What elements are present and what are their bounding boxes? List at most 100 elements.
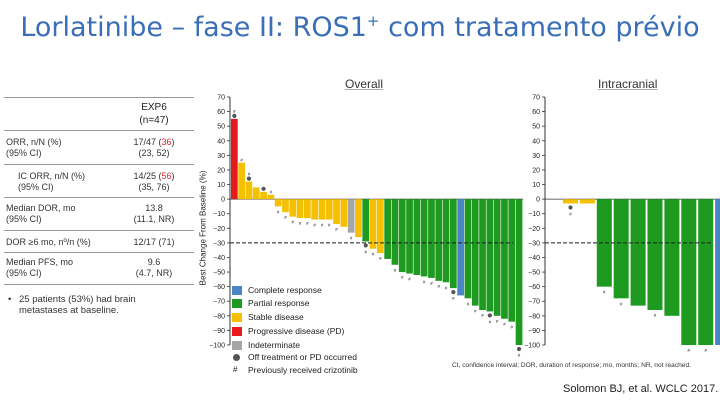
legend-label: Off treatment or PD occurred — [248, 352, 357, 362]
bar — [267, 194, 275, 200]
y-tick-label: 30 — [532, 153, 540, 160]
off-treatment-dot — [261, 186, 266, 191]
bar — [479, 199, 486, 310]
table-divider — [4, 252, 194, 253]
crizotinib-marker: # — [270, 190, 273, 195]
crizotinib-marker: # — [503, 322, 506, 327]
y-tick-label: 40 — [217, 138, 225, 145]
crizotinib-marker: # — [496, 319, 499, 324]
y-tick-label: −60 — [528, 284, 540, 291]
legend-label: Complete response — [248, 285, 322, 295]
legend-label: Previously received crizotinib — [248, 365, 358, 375]
bar — [486, 199, 494, 312]
bar — [384, 199, 391, 259]
legend-label: Stable disease — [248, 312, 304, 322]
crizotinib-marker: # — [510, 325, 513, 330]
y-tick-label: −100 — [524, 343, 540, 350]
y-tick-label: −30 — [213, 240, 225, 247]
bar — [420, 199, 428, 277]
y-tick-label: 70 — [217, 95, 225, 102]
chart-title-intracranial: Intracranial — [598, 77, 658, 91]
crizotinib-marker: # — [474, 309, 477, 314]
y-tick-label: −50 — [213, 270, 225, 277]
crizotinib-marker: # — [240, 158, 243, 163]
legend-label: Progressive disease (PD) — [248, 326, 345, 336]
y-tick-label: 60 — [217, 109, 225, 116]
y-tick-label: −80 — [213, 313, 225, 320]
crizotinib-marker: # — [518, 353, 521, 358]
crizotinib-marker: # — [452, 296, 455, 301]
bar — [698, 199, 714, 345]
table-divider — [4, 97, 194, 98]
crizotinib-marker: # — [379, 256, 382, 261]
bar — [391, 199, 399, 265]
bar — [406, 199, 413, 274]
y-tick-label: −70 — [213, 299, 225, 306]
bar — [630, 199, 646, 306]
bar — [296, 199, 304, 219]
bar — [311, 199, 318, 220]
y-tick-label: 0 — [536, 197, 540, 204]
bar — [318, 199, 326, 220]
bar — [289, 199, 297, 217]
y-tick-label: −10 — [213, 211, 225, 218]
bar — [464, 199, 472, 299]
y-tick-label: −30 — [528, 240, 540, 247]
crizotinib-marker: # — [467, 301, 470, 306]
crizotinib-marker: # — [481, 313, 484, 318]
crizotinib-marker: # — [335, 227, 338, 232]
bar — [398, 199, 406, 273]
chart-title-overall: Overall — [345, 77, 384, 91]
y-tick-label: 40 — [532, 138, 540, 145]
off-treatment-dot — [246, 176, 252, 181]
crizotinib-marker: # — [364, 249, 367, 254]
y-tick-label: 10 — [532, 182, 540, 189]
bar — [515, 199, 523, 345]
y-tick-label: −40 — [528, 255, 540, 262]
citation: Solomon BJ, et al. WCLC 2017. — [563, 383, 719, 395]
crizotinib-marker: # — [313, 223, 316, 228]
off-treatment-dot — [451, 290, 456, 295]
y-tick-label: 50 — [217, 124, 225, 131]
bar — [369, 199, 377, 249]
crizotinib-marker: # — [437, 284, 440, 289]
y-tick-label: −80 — [528, 313, 540, 320]
bar — [664, 199, 680, 316]
crizotinib-marker: # — [350, 236, 353, 241]
y-tick-label: 20 — [217, 167, 225, 174]
crizotinib-marker: # — [277, 209, 280, 214]
crizotinib-marker: # — [299, 221, 302, 226]
dot-icon — [233, 354, 240, 361]
bar — [231, 118, 238, 200]
table-divider — [4, 130, 194, 131]
crizotinib-marker: # — [284, 215, 287, 220]
crizotinib-marker: # — [401, 275, 404, 280]
y-tick-label: −50 — [528, 270, 540, 277]
bar — [304, 199, 311, 219]
bar — [501, 199, 508, 319]
crizotinib-marker: # — [394, 268, 397, 273]
bar — [245, 181, 253, 200]
bar — [347, 199, 355, 233]
bar — [596, 199, 612, 287]
y-tick-label: 0 — [221, 197, 225, 204]
bar — [681, 199, 697, 345]
table-divider — [4, 164, 194, 165]
bar — [377, 199, 384, 254]
bar — [340, 199, 348, 227]
footnote: CI, confidence interval; DOR, duration o… — [452, 362, 691, 369]
off-treatment-dot — [363, 243, 368, 248]
bar — [442, 199, 450, 283]
crizotinib-marker: # — [233, 109, 236, 114]
y-tick-label: 30 — [217, 153, 225, 160]
bar — [355, 199, 362, 238]
legend-swatch — [232, 286, 242, 295]
bar — [450, 199, 457, 289]
off-treatment-dot — [487, 313, 492, 318]
y-tick-label: −100 — [209, 343, 225, 350]
table-divider — [4, 284, 194, 285]
y-tick-label: 20 — [532, 167, 540, 174]
crizotinib-marker: # — [372, 252, 375, 257]
crizotinib-marker: # — [603, 290, 606, 295]
